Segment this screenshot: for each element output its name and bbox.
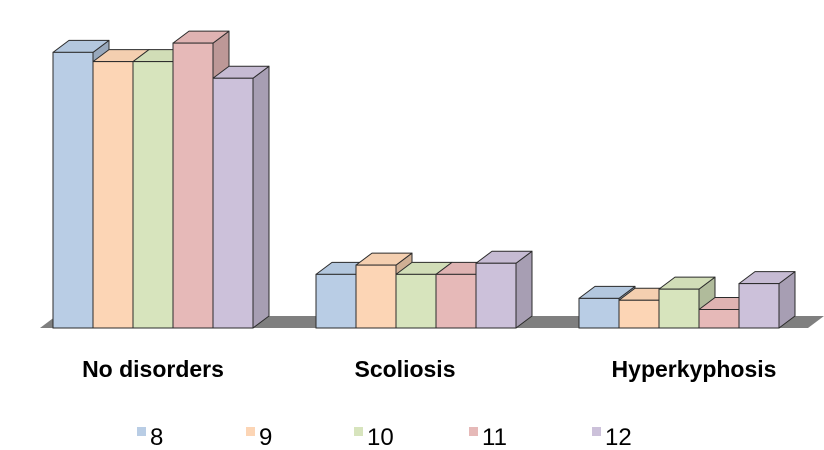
legend-label: 12	[605, 424, 632, 450]
bar-front	[212, 77, 254, 329]
bar-group	[52, 30, 270, 329]
legend-swatch	[469, 427, 478, 436]
legend-item: 9	[246, 424, 272, 450]
bar-side	[252, 65, 270, 329]
bar-front	[395, 273, 437, 329]
bar-groups	[52, 30, 796, 329]
bar	[738, 271, 796, 329]
bar-side	[515, 250, 533, 329]
legend-swatch	[592, 427, 601, 436]
bar-front	[315, 273, 357, 329]
bar-front	[172, 42, 214, 329]
bar-front	[658, 288, 700, 329]
category-label: No disorders	[82, 356, 224, 382]
legend-label: 11	[482, 424, 507, 450]
bar	[475, 250, 533, 329]
legend-item: 11	[469, 424, 507, 450]
bar-front	[698, 309, 740, 329]
legend: 8 9 10 11 12	[137, 424, 632, 450]
legend-label: 9	[259, 424, 272, 450]
legend-item: 12	[592, 424, 632, 450]
bar	[212, 65, 270, 329]
category-label: Hyperkyphosis	[612, 356, 777, 382]
bar-group	[578, 271, 796, 329]
bar-front	[132, 61, 174, 329]
legend-swatch	[137, 427, 146, 436]
bar-front	[355, 264, 397, 329]
bar-front	[578, 297, 620, 329]
category-labels: No disorders Scoliosis Hyperkyphosis	[82, 356, 776, 382]
bar-group	[315, 250, 533, 329]
bar-front	[618, 299, 660, 329]
bar-front	[435, 273, 477, 329]
legend-swatch	[246, 427, 255, 436]
legend-label: 8	[150, 424, 163, 450]
bar-front	[738, 283, 780, 329]
legend-swatch	[354, 427, 363, 436]
bar	[658, 276, 716, 329]
legend-label: 10	[367, 424, 394, 450]
legend-item: 8	[137, 424, 163, 450]
bar-front	[52, 51, 94, 329]
legend-item: 10	[354, 424, 394, 450]
category-label: Scoliosis	[355, 356, 456, 382]
bar-front	[475, 262, 517, 329]
bar-front	[92, 61, 134, 329]
